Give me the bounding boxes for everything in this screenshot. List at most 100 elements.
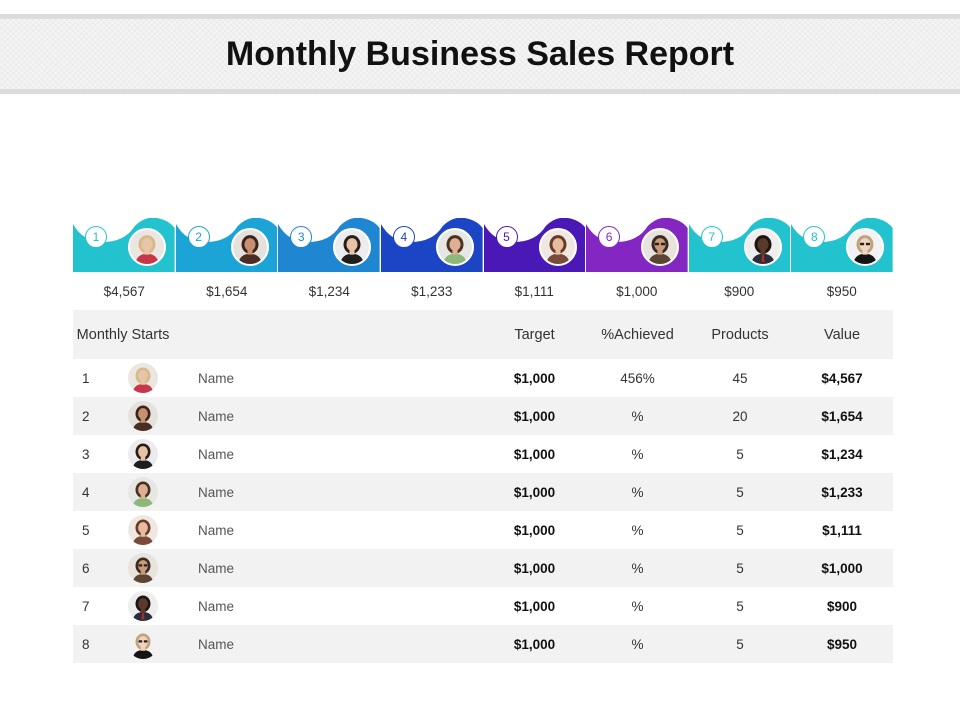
row-name: Name: [198, 370, 235, 386]
row-value: $900: [826, 598, 858, 614]
row-target: $1,000: [483, 625, 587, 663]
row-target: $1,000: [483, 473, 587, 511]
table-row: 7 Name $1,000% 5 $900: [73, 587, 893, 625]
tile-amount: $1,234: [308, 284, 350, 299]
spacer-header: [293, 310, 484, 359]
salesperson-tile: 6: [585, 218, 688, 272]
row-achieved: %: [631, 522, 644, 538]
man-sunglasses-avatar: [641, 228, 680, 266]
row-name: Name: [198, 598, 235, 614]
tile-number-badge: 3: [290, 226, 313, 248]
tile-number-badge: 4: [392, 226, 415, 248]
man-suit-avatar: [128, 591, 158, 621]
row-value: $1,233: [791, 473, 894, 511]
man-suit-avatar: [743, 228, 782, 266]
row-spacer: [293, 359, 483, 397]
woman-curly-hair-avatar: [128, 515, 158, 545]
tile-amount: $900: [724, 284, 755, 299]
table-row: 8 Name $1,000% 5 $950: [73, 625, 894, 663]
row-spacer: [293, 549, 484, 587]
row-achieved: %: [631, 446, 644, 462]
row-index: 2: [73, 397, 113, 435]
row-value: $1,234: [821, 446, 863, 462]
tile-number-badge: 8: [803, 226, 826, 248]
sales-report-table: Monthly Starts Target %Achieved Products…: [73, 310, 894, 663]
row-products: 5: [736, 446, 744, 462]
table-row: 2 Name $1,000% 20 $1,654: [73, 397, 894, 435]
salesperson-tile: 5: [482, 218, 586, 272]
row-photo-cell: [113, 511, 173, 549]
salesperson-tile: 3: [277, 218, 380, 272]
row-products: 45: [732, 370, 748, 386]
tile-amount: $1,111: [514, 284, 554, 299]
row-name: Name: [198, 446, 235, 462]
row-achieved: %: [586, 549, 690, 587]
row-achieved: %: [586, 625, 690, 663]
row-value: $1,000: [791, 549, 894, 587]
tile-amount: $1,654: [206, 284, 248, 299]
value-header: Value: [791, 310, 894, 359]
row-spacer: [293, 473, 484, 511]
row-photo-cell: [113, 397, 174, 435]
row-index: 6: [73, 549, 113, 587]
table-row: 4 Name $1,000% 5 $1,233: [73, 473, 894, 511]
tile-amount: $4,567: [103, 284, 145, 299]
woman-red-top-avatar: [128, 228, 166, 266]
row-value: $1,654: [791, 397, 894, 435]
row-target: $1,000: [513, 598, 556, 614]
monthly-starts-header: Monthly Starts: [73, 310, 174, 359]
row-photo-cell: [113, 625, 174, 663]
row-name: Name: [198, 522, 235, 538]
tile-amount: $1,000: [616, 284, 658, 299]
row-value: $1,111: [822, 522, 862, 538]
row-achieved: %: [586, 473, 690, 511]
woman-glasses-avatar: [128, 629, 158, 659]
table-row: 3 Name $1,000% 5 $1,234: [73, 435, 893, 473]
row-target: $1,000: [483, 549, 587, 587]
salesperson-tile: 1: [73, 218, 175, 272]
table-row: 5 Name $1,000% 5 $1,111: [73, 511, 893, 549]
row-index: 5: [82, 522, 90, 538]
woman-dark-hair-avatar: [230, 228, 269, 266]
row-name: Name: [173, 549, 294, 587]
table-row: 6 Name $1,000% 5 $1,000: [73, 549, 894, 587]
woman-phone-avatar: [128, 439, 158, 469]
row-name: Name: [173, 397, 294, 435]
row-target: $1,000: [483, 397, 587, 435]
man-sunglasses-avatar: [128, 553, 158, 583]
woman-curly-hair-avatar: [538, 228, 577, 266]
row-photo-cell: [113, 473, 174, 511]
row-index: 4: [73, 473, 113, 511]
row-photo-cell: [113, 359, 173, 397]
tile-number-badge: 1: [85, 226, 107, 248]
table-header-row: Monthly Starts Target %Achieved Products…: [73, 310, 894, 359]
title-band: Monthly Business Sales Report: [0, 14, 960, 94]
woman-red-top-avatar: [128, 363, 158, 393]
row-products: 5: [689, 549, 792, 587]
row-index: 1: [82, 370, 90, 386]
row-products: 5: [736, 522, 744, 538]
row-index: 7: [82, 598, 90, 614]
target-header: Target: [483, 310, 587, 359]
row-achieved: %: [586, 397, 690, 435]
salesperson-tile: 4: [379, 218, 483, 272]
woman-smiling-avatar: [128, 477, 158, 507]
achieved-header: %Achieved: [586, 310, 690, 359]
row-products: 5: [689, 473, 792, 511]
amounts-row: $4,567 $1,654 $1,234 $1,233 $1,111 $1,000 $900…: [73, 276, 893, 308]
row-spacer: [293, 625, 484, 663]
row-name: Name: [173, 625, 294, 663]
salesperson-tile: 8: [790, 218, 893, 272]
row-spacer: [293, 397, 484, 435]
salesperson-tile: 2: [174, 218, 278, 272]
row-target: $1,000: [513, 446, 556, 462]
products-header: Products: [689, 310, 792, 359]
row-index: 3: [82, 446, 90, 462]
row-name: Name: [173, 473, 294, 511]
salesperson-tile: 7: [687, 218, 791, 272]
tile-number-badge: 6: [598, 226, 621, 248]
row-achieved: %: [631, 598, 644, 614]
woman-smiling-avatar: [435, 228, 474, 266]
woman-dark-hair-avatar: [128, 401, 158, 431]
salesperson-header-strip: 1 2 3 4 5 6 7 8: [73, 218, 893, 272]
